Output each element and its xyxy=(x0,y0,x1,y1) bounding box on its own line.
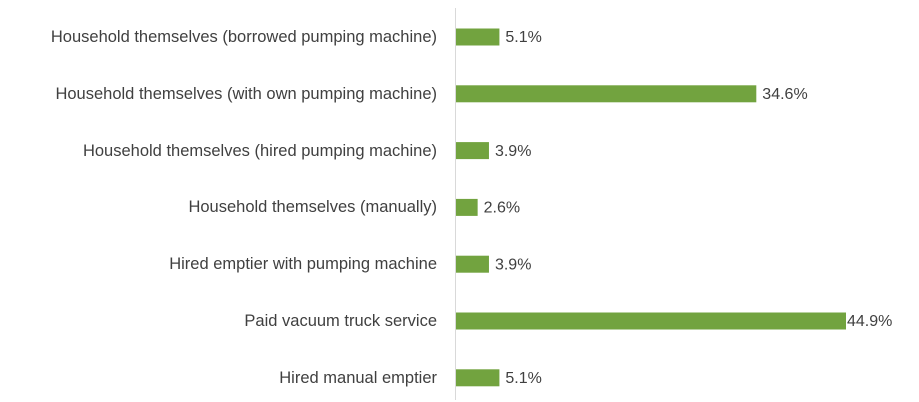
bar xyxy=(456,85,757,103)
bar xyxy=(456,198,478,216)
bar xyxy=(456,255,489,273)
value-label: 2.6% xyxy=(484,200,520,217)
category-label: Paid vacuum truck service xyxy=(244,312,437,330)
bar xyxy=(456,142,489,160)
category-label: Household themselves (manually) xyxy=(188,198,437,217)
bar xyxy=(456,312,846,330)
category-label: Hired emptier with pumping machine xyxy=(169,255,437,274)
bar xyxy=(456,28,500,46)
category-label: Household themselves (borrowed pumping m… xyxy=(50,28,437,46)
value-label: 5.1% xyxy=(505,29,541,46)
category-label: Hired manual emptier xyxy=(279,368,437,387)
category-label: Household themselves (hired pumping mach… xyxy=(82,141,437,160)
bar xyxy=(456,369,500,387)
value-label: 34.6% xyxy=(762,86,807,103)
value-label: 3.9% xyxy=(495,256,531,273)
value-label: 3.9% xyxy=(495,143,531,160)
value-label: 5.1% xyxy=(505,370,541,387)
value-label: 44.9% xyxy=(847,313,892,330)
category-label: Household themselves (with own pumping m… xyxy=(55,84,437,103)
